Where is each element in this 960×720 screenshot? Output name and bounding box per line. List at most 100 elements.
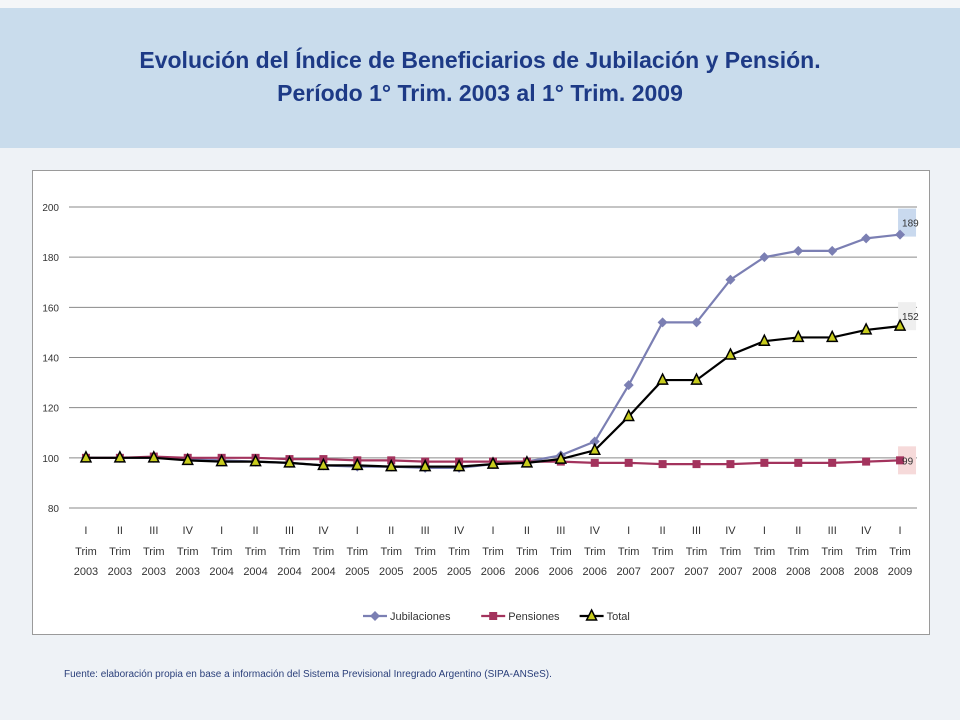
data-point (859, 322, 873, 335)
x-tick-trim: Trim (855, 546, 877, 558)
data-point (827, 245, 838, 256)
x-tick-trim: Trim (211, 546, 233, 558)
data-point (554, 451, 568, 464)
x-tick-trim: Trim (821, 546, 843, 558)
data-point (690, 372, 703, 385)
x-tick-quarter: III (285, 525, 294, 537)
top-strip (0, 0, 960, 8)
y-tick-label: 200 (42, 203, 59, 214)
x-tick-trim: Trim (550, 546, 572, 558)
x-tick-quarter: IV (183, 525, 194, 537)
y-tick-label: 140 (42, 354, 59, 365)
x-tick-trim: Trim (686, 546, 708, 558)
data-point (622, 408, 635, 422)
x-tick-trim: Trim (889, 546, 911, 558)
x-tick-quarter: IV (725, 525, 736, 537)
legend-label: Pensiones (508, 611, 560, 623)
x-tick-year: 2003 (142, 566, 166, 578)
data-point (283, 455, 296, 468)
x-tick-year: 2004 (209, 566, 233, 578)
data-point (624, 458, 633, 467)
x-tick-trim: Trim (482, 546, 504, 558)
x-tick-year: 2004 (243, 566, 267, 578)
x-tick-quarter: III (828, 525, 837, 537)
title-line-1: Evolución del Índice de Beneficiarios de… (139, 47, 821, 73)
x-tick-quarter: I (84, 525, 87, 537)
end-label-bg (898, 302, 917, 331)
data-point (896, 456, 905, 465)
x-tick-quarter: IV (318, 525, 329, 537)
x-tick-year: 2006 (549, 566, 573, 578)
x-tick-year: 2008 (854, 566, 878, 578)
x-tick-year: 2007 (718, 566, 742, 578)
legend-marker (370, 611, 380, 621)
x-tick-trim: Trim (143, 546, 165, 558)
data-point (452, 458, 466, 472)
data-label: 152 (902, 312, 919, 323)
data-point (623, 380, 634, 391)
data-point (215, 453, 228, 467)
x-tick-year: 2006 (515, 566, 539, 578)
x-tick-year: 2008 (786, 566, 810, 578)
data-point (249, 453, 262, 467)
data-label: 99 (902, 456, 914, 467)
data-point (760, 458, 769, 467)
x-tick-quarter: IV (861, 525, 872, 537)
data-point (792, 329, 805, 343)
data-point (418, 458, 432, 472)
x-tick-quarter: II (252, 525, 258, 537)
data-point (861, 233, 872, 244)
x-tick-trim: Trim (787, 546, 809, 558)
end-label-bg (898, 208, 917, 237)
source-note: Fuente: elaboración propia en base a inf… (64, 669, 552, 680)
x-tick-year: 2007 (684, 566, 708, 578)
x-tick-year: 2005 (413, 566, 437, 578)
data-point (691, 317, 702, 328)
legend-marker (489, 612, 498, 620)
data-point (317, 457, 330, 471)
x-tick-quarter: III (692, 525, 701, 537)
x-tick-year: 2006 (481, 566, 505, 578)
data-point (486, 456, 500, 469)
x-tick-year: 2003 (108, 566, 132, 578)
data-point (181, 452, 194, 466)
x-tick-trim: Trim (279, 546, 301, 558)
x-tick-quarter: II (795, 525, 801, 537)
series-line (85, 325, 901, 468)
end-label-bg (898, 446, 917, 475)
x-tick-trim: Trim (720, 546, 742, 558)
line-chart: 80100120140160180200ITrim2003IITrim2003I… (42, 203, 919, 623)
data-point (726, 460, 735, 469)
y-tick-label: 180 (42, 253, 59, 264)
data-point (79, 450, 93, 463)
legend-marker (585, 608, 598, 621)
x-tick-trim: Trim (414, 546, 436, 558)
data-point (588, 442, 601, 456)
x-tick-quarter: I (356, 525, 359, 537)
x-tick-quarter: IV (454, 525, 465, 537)
data-point (657, 317, 668, 328)
data-point (351, 457, 364, 471)
x-tick-year: 2008 (752, 566, 776, 578)
x-tick-quarter: I (763, 525, 766, 537)
x-tick-year: 2007 (650, 566, 674, 578)
data-point (658, 460, 667, 469)
data-point (793, 245, 804, 256)
x-tick-year: 2005 (447, 566, 471, 578)
x-tick-quarter: II (117, 525, 123, 537)
x-tick-quarter: II (524, 525, 530, 537)
x-tick-trim: Trim (313, 546, 335, 558)
x-tick-year: 2003 (74, 566, 98, 578)
data-point (893, 318, 907, 331)
data-point (724, 347, 737, 360)
x-tick-quarter: I (627, 525, 630, 537)
data-point (692, 460, 701, 469)
data-point (589, 436, 600, 447)
legend-label: Total (607, 611, 630, 623)
y-tick-label: 100 (42, 454, 59, 465)
data-point (794, 458, 803, 467)
data-point (828, 458, 837, 467)
data-point (385, 458, 398, 472)
data-point (759, 252, 770, 263)
header-band (0, 8, 960, 148)
